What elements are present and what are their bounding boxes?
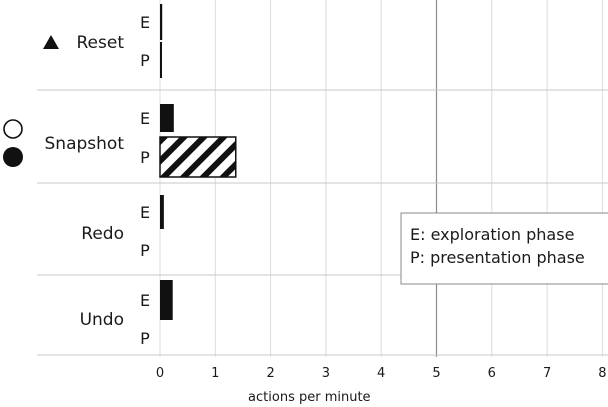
hollow-circle-icon xyxy=(3,119,23,139)
phase-label: P xyxy=(140,241,150,260)
category-label-undo: Undo xyxy=(80,310,124,330)
x-tick-label: 5 xyxy=(432,366,440,381)
phase-label: E xyxy=(140,291,150,310)
filled-circle-icon xyxy=(3,147,23,167)
bar-undo-e xyxy=(160,280,173,320)
bar-snapshot-e xyxy=(160,104,174,132)
x-tick-label: 0 xyxy=(156,366,164,381)
x-tick-label: 3 xyxy=(322,366,330,381)
x-tick-label: 4 xyxy=(377,366,385,381)
x-tick-label: 1 xyxy=(211,366,219,381)
phase-label: E xyxy=(140,13,150,32)
x-axis-label: actions per minute xyxy=(248,390,371,405)
phase-label: E xyxy=(140,109,150,128)
x-tick-label: 8 xyxy=(598,366,606,381)
x-tick-label: 6 xyxy=(488,366,496,381)
bar-reset-p xyxy=(160,42,162,78)
phase-label: P xyxy=(140,148,150,167)
bar-redo-e xyxy=(160,195,164,229)
category-label-redo: Redo xyxy=(81,224,124,244)
legend-entry: E: exploration phase xyxy=(410,225,574,244)
phase-label: E xyxy=(140,203,150,222)
category-label-reset: Reset xyxy=(77,33,125,53)
triangle-icon xyxy=(43,35,59,49)
legend-entry: P: presentation phase xyxy=(410,248,585,267)
category-label-snapshot: Snapshot xyxy=(45,134,125,154)
bar-reset-e xyxy=(160,4,163,40)
phase-label: P xyxy=(140,329,150,348)
x-tick-label: 2 xyxy=(266,366,274,381)
x-tick-label: 7 xyxy=(543,366,551,381)
bar-snapshot-p xyxy=(159,136,237,178)
legend-box xyxy=(400,212,608,285)
phase-label: P xyxy=(140,51,150,70)
